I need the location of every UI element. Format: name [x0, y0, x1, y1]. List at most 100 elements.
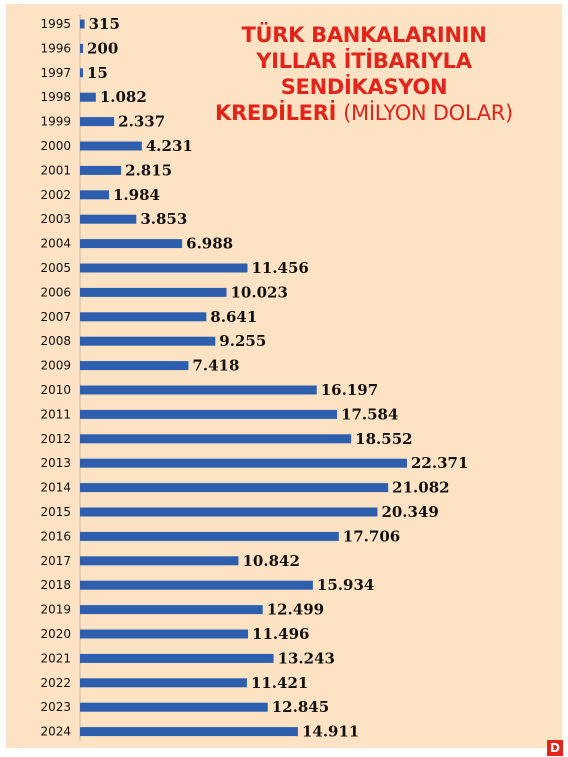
- bar: [80, 92, 96, 102]
- y-tick-label: 2000: [40, 139, 71, 153]
- data-label: 11.421: [251, 674, 308, 692]
- bar: [80, 653, 274, 663]
- bar: [80, 214, 137, 224]
- bar: [80, 580, 313, 590]
- data-label: 1.082: [100, 88, 147, 106]
- data-label: 13.243: [278, 649, 335, 667]
- data-label: 200: [87, 39, 118, 57]
- data-label: 12.845: [272, 698, 329, 716]
- y-tick-label: 2024: [40, 725, 71, 739]
- data-label: 9.255: [219, 332, 266, 350]
- y-tick-label: 2003: [40, 212, 71, 226]
- y-tick-label: 2001: [40, 163, 71, 177]
- data-label: 16.197: [321, 381, 378, 399]
- y-tick-label: 2009: [40, 359, 71, 373]
- data-label: 22.371: [411, 454, 468, 472]
- data-label: 11.496: [252, 625, 309, 643]
- bar: [80, 605, 263, 615]
- data-label: 17.584: [341, 405, 398, 423]
- data-label: 7.418: [192, 357, 239, 375]
- y-tick-label: 2011: [40, 407, 71, 421]
- y-tick-label: 2019: [40, 603, 71, 617]
- data-label: 1.984: [113, 186, 160, 204]
- bar: [80, 141, 142, 151]
- publisher-logo: D: [547, 740, 563, 756]
- data-label: 14.911: [302, 723, 359, 741]
- y-tick-label: 2002: [40, 188, 71, 202]
- bar: [80, 458, 407, 468]
- bar: [80, 361, 189, 371]
- bar: [80, 629, 249, 639]
- bar: [80, 409, 338, 419]
- chart-panel: [6, 4, 562, 748]
- y-tick-label: 2005: [40, 261, 71, 275]
- bar: [80, 507, 378, 517]
- data-label: 18.552: [355, 430, 412, 448]
- y-tick-label: 2008: [40, 334, 71, 348]
- y-tick-label: 2023: [40, 700, 71, 714]
- y-tick-label: 1996: [40, 41, 71, 55]
- data-label: 15.934: [317, 576, 374, 594]
- data-label: 2.815: [125, 161, 172, 179]
- data-label: 10.023: [231, 283, 288, 301]
- y-tick-label: 2014: [40, 481, 71, 495]
- bar: [80, 434, 352, 444]
- bar: [80, 678, 247, 688]
- bar: [80, 483, 389, 493]
- data-label: 8.641: [210, 308, 257, 326]
- title-line-4: KREDİLERİ (MİLYON DOLAR): [196, 100, 532, 126]
- bar: [80, 43, 83, 53]
- bar: [80, 556, 239, 566]
- bar: [80, 239, 183, 249]
- y-tick-label: 2021: [40, 651, 71, 665]
- y-tick-label: 1998: [40, 90, 71, 104]
- data-label: 17.706: [343, 527, 400, 545]
- y-tick-label: 2007: [40, 310, 71, 324]
- bar: [80, 19, 85, 29]
- data-label: 315: [89, 15, 120, 33]
- title-line-1: TÜRK BANKALARININ: [241, 23, 487, 47]
- data-label: 3.853: [140, 210, 187, 228]
- y-tick-label: 2018: [40, 578, 71, 592]
- y-tick-label: 1997: [40, 66, 71, 80]
- data-label: 4.231: [146, 137, 193, 155]
- y-tick-label: 2022: [40, 676, 71, 690]
- y-tick-label: 2004: [40, 237, 71, 251]
- y-tick-label: 2016: [40, 529, 71, 543]
- y-tick-label: 2015: [40, 505, 71, 519]
- title-line-3: SENDİKASYON: [280, 75, 448, 99]
- data-label: 11.456: [251, 259, 308, 277]
- bar: [80, 385, 317, 395]
- bar: [80, 531, 339, 541]
- data-label: 2.337: [118, 113, 165, 131]
- y-tick-label: 2012: [40, 432, 71, 446]
- chart-title: TÜRK BANKALARININ YILLAR İTİBARIYLA SEND…: [196, 22, 532, 126]
- y-tick-label: 1995: [40, 17, 71, 31]
- data-label: 6.988: [186, 235, 233, 253]
- y-tick-label: 2006: [40, 285, 71, 299]
- y-tick-label: 2017: [40, 554, 71, 568]
- bar: [80, 68, 83, 78]
- bar: [80, 190, 110, 200]
- bar: [80, 165, 122, 175]
- data-label: 15: [87, 64, 108, 82]
- y-tick-label: 2013: [40, 456, 71, 470]
- bar: [80, 702, 268, 712]
- bar: [80, 117, 115, 127]
- title-unit: (MİLYON DOLAR): [343, 101, 513, 125]
- data-label: 12.499: [267, 601, 324, 619]
- y-tick-label: 2010: [40, 383, 71, 397]
- data-label: 21.082: [392, 479, 449, 497]
- bar: [80, 727, 298, 737]
- data-label: 20.349: [381, 503, 438, 521]
- y-tick-label: 1999: [40, 115, 71, 129]
- title-line-2: YILLAR İTİBARIYLA: [256, 49, 472, 73]
- bar: [80, 336, 216, 346]
- title-line-4-bold: KREDİLERİ: [215, 101, 337, 125]
- bar: [80, 263, 248, 273]
- y-tick-label: 2020: [40, 627, 71, 641]
- bar: [80, 287, 227, 297]
- bar: [80, 312, 207, 322]
